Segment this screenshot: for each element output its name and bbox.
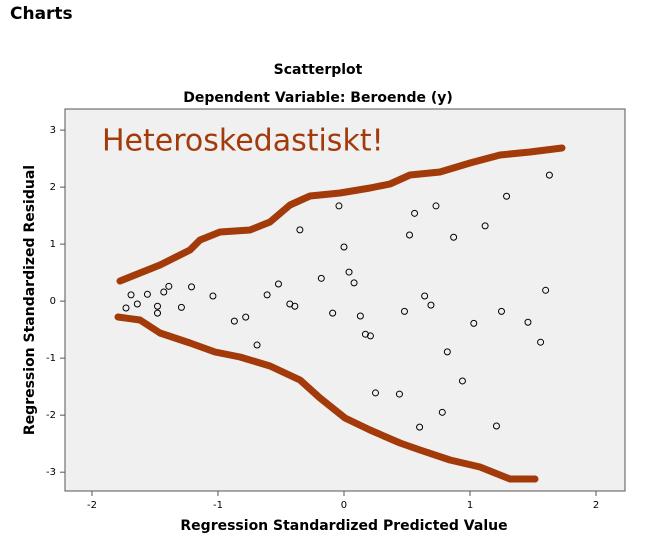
x-tick-label: 0 [341, 500, 347, 511]
point [296, 226, 304, 234]
point [165, 282, 173, 290]
page-heading: Charts [10, 4, 73, 24]
point [143, 290, 151, 298]
point [335, 202, 343, 210]
point [177, 303, 185, 311]
point [188, 283, 196, 291]
x-tick-label: 1 [467, 500, 473, 511]
point [542, 286, 550, 294]
point [395, 390, 403, 398]
point [450, 233, 458, 241]
point [438, 408, 446, 416]
x-axis-label: Regression Standardized Predicted Value [180, 518, 507, 534]
y-tick-label: 2 [50, 182, 56, 193]
point [160, 288, 168, 296]
point [443, 348, 451, 356]
x-tick-label: 2 [593, 500, 599, 511]
point [432, 202, 440, 210]
y-tick-label: -1 [46, 353, 56, 364]
point [153, 309, 161, 317]
point [481, 222, 489, 230]
point [253, 341, 261, 349]
point [329, 309, 337, 317]
point [458, 377, 466, 385]
point [400, 307, 408, 315]
point [317, 274, 325, 282]
upper-envelope [116, 144, 566, 285]
point [340, 243, 348, 251]
point [263, 291, 271, 299]
point [411, 209, 419, 217]
point [406, 231, 414, 239]
chart-subtitle: Dependent Variable: Beroende (y) [183, 90, 453, 106]
point [366, 332, 374, 340]
point [545, 171, 553, 179]
point [416, 423, 424, 431]
lower-envelope [114, 313, 539, 483]
y-tick-label: 1 [50, 239, 56, 250]
point [498, 307, 506, 315]
point [421, 292, 429, 300]
point [127, 291, 135, 299]
y-axis-label: Regression Standardized Residual [22, 165, 38, 435]
point [274, 280, 282, 288]
point [537, 338, 545, 346]
y-tick-label: 0 [50, 296, 56, 307]
x-tick-label: -1 [213, 500, 223, 511]
point [153, 302, 161, 310]
point [503, 192, 511, 200]
point [345, 268, 353, 276]
point [122, 304, 130, 312]
point [133, 300, 141, 308]
point [371, 389, 379, 397]
y-tick-label: -3 [46, 467, 56, 478]
point [230, 317, 238, 325]
y-tick-label: -2 [46, 410, 56, 421]
point [291, 302, 299, 310]
plot-area [64, 108, 626, 492]
point [350, 279, 358, 287]
point [470, 319, 478, 327]
point [356, 312, 364, 320]
annotation: Heteroskedastiskt! [102, 124, 384, 159]
point [209, 292, 217, 300]
point [524, 318, 532, 326]
point [427, 301, 435, 309]
point [242, 313, 250, 321]
chart-title: Scatterplot [274, 62, 363, 78]
y-tick-label: 3 [50, 125, 56, 136]
x-tick-label: -2 [87, 500, 97, 511]
point [492, 422, 500, 430]
